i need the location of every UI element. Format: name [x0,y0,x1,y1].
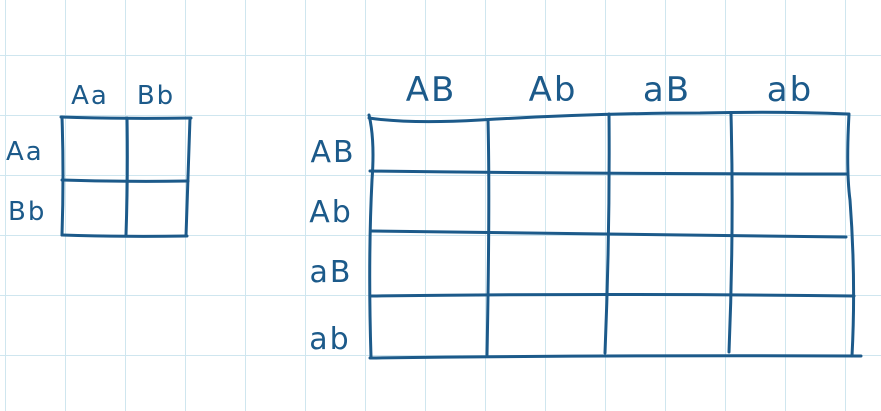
large-punnett-square: AB Ab aB ab AB Ab aB ab [309,70,863,360]
small-grid-left-line [60,115,65,237]
large-grid-col-line-4 [727,112,734,354]
small-grid-middle-line [60,178,190,183]
large-grid-left-line [367,113,375,359]
large-row-label-1: AB [310,135,355,170]
large-col-label-3: aB [643,70,691,110]
large-grid-bottom-line [368,354,863,360]
small-col-label-1: Aa [71,81,109,111]
large-col-label-4: ab [767,70,813,110]
large-col-label-1: AB [406,70,457,110]
small-grid-bottom-line [60,233,189,238]
large-grid-right-line [846,112,856,358]
small-grid-top-line [59,115,193,120]
small-row-label-1: Aa [6,137,44,167]
large-row-label-2: Ab [309,195,353,230]
small-grid-right-line [184,116,192,238]
small-col-label-2: Bb [137,81,175,111]
large-grid-line-2 [368,169,849,176]
large-col-label-2: Ab [529,70,578,110]
small-row-label-2: Bb [8,197,46,227]
large-row-label-4: ab [309,322,350,357]
small-punnett-square: Aa Bb Aa Bb [6,81,193,238]
large-grid-col-line-3 [603,112,611,355]
large-grid-line-4 [369,293,856,298]
large-row-label-3: aB [310,255,353,290]
large-grid-col-line-2 [485,118,491,357]
small-grid-center-line [124,116,129,237]
